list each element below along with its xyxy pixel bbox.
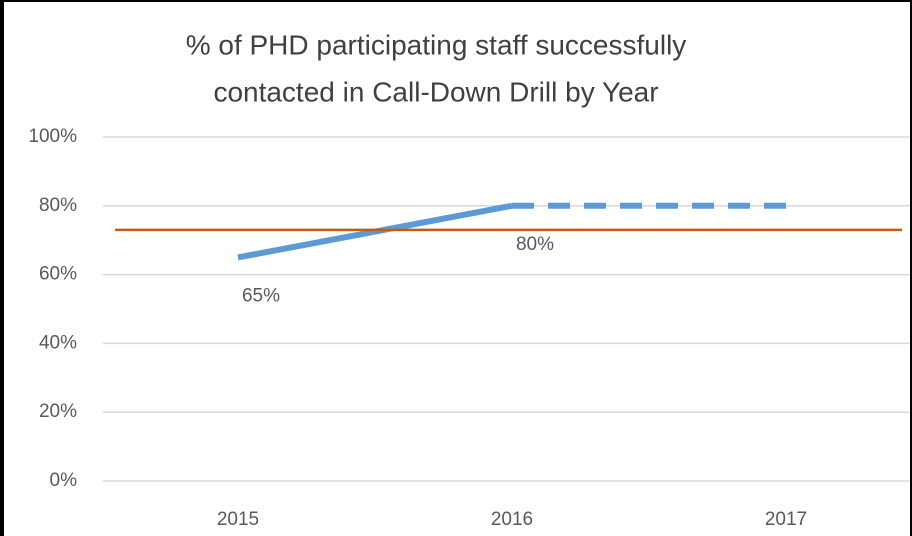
line-series (237, 202, 513, 261)
y-tick-label: 40% (39, 332, 77, 353)
data-label: 65% (242, 285, 280, 306)
y-tick-label: 20% (39, 401, 77, 422)
x-tick-label: 2017 (765, 509, 807, 530)
y-tick-label: 60% (39, 264, 77, 285)
y-tick-label: 80% (39, 195, 77, 216)
y-tick-label: 0% (50, 470, 78, 491)
x-tick-label: 2016 (491, 509, 533, 530)
x-tick-label: 2015 (217, 509, 259, 530)
data-label: 80% (516, 234, 554, 255)
chart-title: contacted in Call-Down Drill by Year (213, 76, 658, 107)
chart-title: % of PHD participating staff successfull… (186, 29, 687, 60)
y-tick-label: 100% (28, 126, 77, 147)
